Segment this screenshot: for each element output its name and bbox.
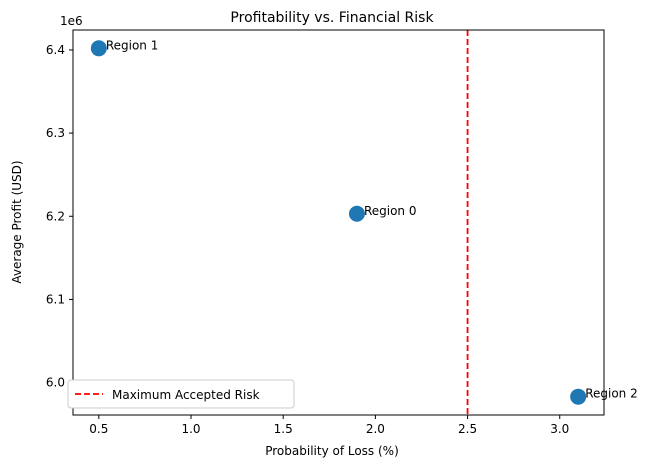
y-tick-label: 6.4 [46, 43, 65, 57]
legend-label: Maximum Accepted Risk [112, 388, 260, 402]
point-label: Region 0 [364, 204, 417, 218]
x-tick-label: 3.0 [550, 422, 569, 436]
chart-title: Profitability vs. Financial Risk [230, 10, 434, 26]
y-offset-label: 1e6 [60, 14, 83, 28]
plot-frame [72, 29, 605, 416]
legend: Maximum Accepted Risk [67, 379, 295, 409]
x-tick-label: 0.5 [89, 422, 108, 436]
x-axis: 0.5 1.0 1.5 2.0 2.5 3.0 [89, 415, 569, 436]
legend-box [67, 379, 295, 409]
y-tick-label: 6.0 [46, 376, 65, 390]
x-tick-label: 2.0 [366, 422, 385, 436]
scatter-point [348, 205, 365, 222]
point-label: Region 1 [106, 38, 159, 52]
point-label: Region 2 [585, 387, 638, 401]
y-tick-label: 6.3 [46, 126, 65, 140]
scatter-point [570, 388, 587, 405]
y-axis: 6.0 6.1 6.2 6.3 6.4 [46, 43, 73, 390]
y-axis-label: Average Profit (USD) [10, 160, 24, 283]
x-tick-label: 1.5 [274, 422, 293, 436]
x-tick-label: 1.0 [181, 422, 200, 436]
x-tick-label: 2.5 [458, 422, 477, 436]
y-tick-label: 6.1 [46, 292, 65, 306]
y-tick-label: 6.2 [46, 209, 65, 223]
x-axis-label: Probability of Loss (%) [265, 444, 399, 458]
plot-area: Region 0 Region 1 Region 2 [90, 30, 638, 415]
scatter-point [90, 40, 107, 57]
